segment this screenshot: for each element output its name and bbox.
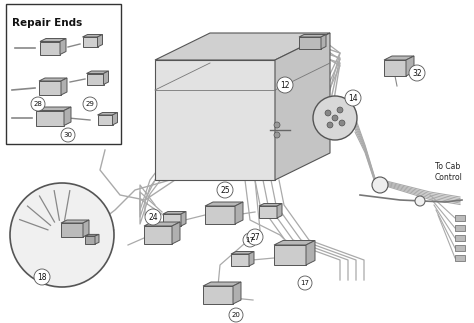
Polygon shape <box>95 234 99 244</box>
Polygon shape <box>82 35 102 37</box>
Polygon shape <box>64 107 71 126</box>
Polygon shape <box>36 110 64 126</box>
Polygon shape <box>384 60 406 76</box>
Polygon shape <box>299 37 321 49</box>
Polygon shape <box>144 222 180 226</box>
Polygon shape <box>205 206 235 224</box>
Text: 32: 32 <box>412 68 422 78</box>
Text: 27: 27 <box>250 233 260 242</box>
Polygon shape <box>274 245 306 265</box>
Text: 25: 25 <box>220 185 230 194</box>
Polygon shape <box>85 236 95 244</box>
Polygon shape <box>40 38 66 41</box>
Polygon shape <box>259 203 282 206</box>
Circle shape <box>313 96 357 140</box>
Polygon shape <box>299 35 326 37</box>
Polygon shape <box>83 220 89 237</box>
Polygon shape <box>40 41 60 55</box>
Bar <box>455 255 465 261</box>
Polygon shape <box>235 202 243 224</box>
Text: 17: 17 <box>246 237 255 243</box>
Polygon shape <box>203 282 241 286</box>
Polygon shape <box>144 226 172 244</box>
Polygon shape <box>98 35 102 47</box>
Polygon shape <box>249 252 254 266</box>
Bar <box>6 4 121 144</box>
Circle shape <box>277 77 293 93</box>
Bar <box>455 245 465 251</box>
Text: To Cab
Control: To Cab Control <box>435 162 463 182</box>
Polygon shape <box>60 38 66 55</box>
Polygon shape <box>172 222 180 244</box>
Polygon shape <box>85 234 99 236</box>
Polygon shape <box>181 212 186 226</box>
Circle shape <box>325 110 331 116</box>
Polygon shape <box>231 252 254 254</box>
Circle shape <box>243 233 257 247</box>
Polygon shape <box>98 115 112 125</box>
Circle shape <box>337 107 343 113</box>
Polygon shape <box>406 56 414 76</box>
Circle shape <box>31 97 45 111</box>
Polygon shape <box>86 71 109 74</box>
Text: 14: 14 <box>348 93 358 102</box>
Polygon shape <box>61 78 67 95</box>
Polygon shape <box>112 112 118 125</box>
Polygon shape <box>203 286 233 304</box>
Polygon shape <box>86 74 103 85</box>
Polygon shape <box>205 202 243 206</box>
Polygon shape <box>82 37 98 47</box>
Bar <box>455 235 465 241</box>
Circle shape <box>298 276 312 290</box>
Circle shape <box>409 65 425 81</box>
Circle shape <box>274 132 280 138</box>
Polygon shape <box>103 71 109 85</box>
Circle shape <box>247 229 263 245</box>
Polygon shape <box>163 212 186 214</box>
Polygon shape <box>36 107 71 110</box>
Polygon shape <box>274 241 315 245</box>
Polygon shape <box>277 203 282 218</box>
Text: Repair Ends: Repair Ends <box>12 18 82 28</box>
Polygon shape <box>306 241 315 265</box>
Polygon shape <box>233 282 241 304</box>
Circle shape <box>415 196 425 206</box>
Circle shape <box>145 209 161 225</box>
Text: 12: 12 <box>280 80 290 89</box>
Circle shape <box>372 177 388 193</box>
Circle shape <box>327 122 333 128</box>
Circle shape <box>217 182 233 198</box>
Polygon shape <box>61 220 89 223</box>
Text: 17: 17 <box>301 280 310 286</box>
Polygon shape <box>155 33 330 60</box>
Polygon shape <box>39 78 67 81</box>
Circle shape <box>339 120 345 126</box>
Circle shape <box>274 122 280 128</box>
Text: 20: 20 <box>232 312 240 318</box>
Bar <box>455 215 465 221</box>
Polygon shape <box>321 35 326 49</box>
Polygon shape <box>259 206 277 218</box>
Bar <box>455 225 465 231</box>
Circle shape <box>345 90 361 106</box>
Polygon shape <box>155 60 275 180</box>
Polygon shape <box>163 214 181 226</box>
Polygon shape <box>61 223 83 237</box>
Text: 29: 29 <box>86 101 94 107</box>
Text: 24: 24 <box>148 213 158 222</box>
Polygon shape <box>39 81 61 95</box>
Circle shape <box>61 128 75 142</box>
Text: 30: 30 <box>64 132 73 138</box>
Polygon shape <box>231 254 249 266</box>
Text: 28: 28 <box>34 101 43 107</box>
Circle shape <box>83 97 97 111</box>
Circle shape <box>229 308 243 322</box>
Circle shape <box>10 183 114 287</box>
Text: 18: 18 <box>37 273 47 282</box>
Circle shape <box>332 115 338 121</box>
Polygon shape <box>275 33 330 180</box>
Polygon shape <box>384 56 414 60</box>
Polygon shape <box>98 112 118 115</box>
Circle shape <box>34 269 50 285</box>
